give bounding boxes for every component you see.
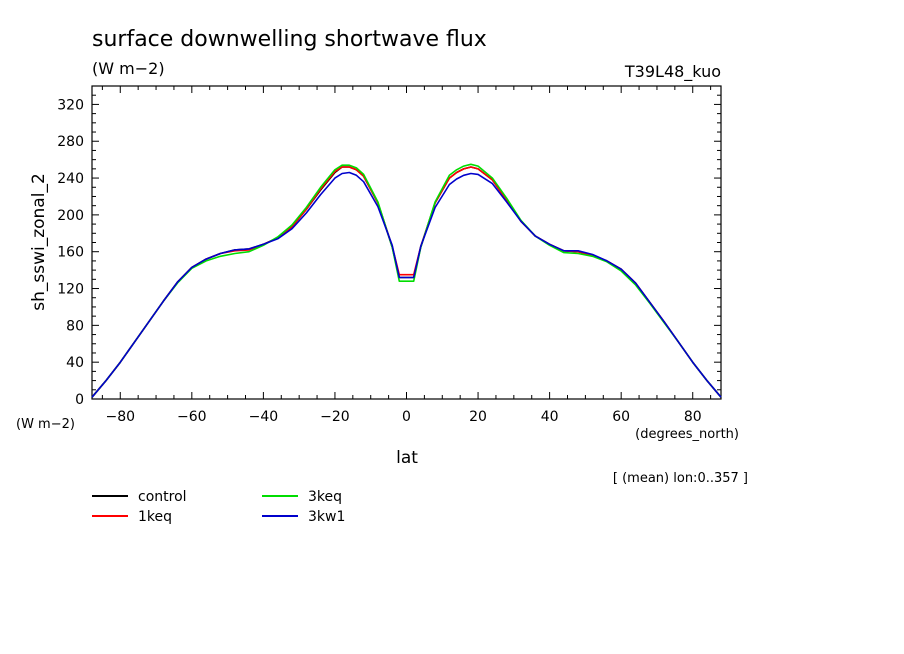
chart-title: surface downwelling shortwave flux [92, 27, 487, 52]
x-tick-label: 60 [612, 409, 630, 425]
run-label: T39L48_kuo [624, 62, 721, 82]
x-tick-label: 80 [684, 409, 702, 425]
legend-label: 3keq [308, 489, 342, 505]
y-tick-label: 200 [57, 208, 84, 224]
legend: control 1keq 3keq 3kw1 [92, 489, 345, 525]
y-tick-label: 320 [57, 97, 84, 113]
x-tick-label: 20 [469, 409, 487, 425]
legend-label: 3kw1 [308, 509, 345, 525]
series-line-control [91, 166, 722, 398]
x-tick-label: 40 [541, 409, 559, 425]
series-line-3keq [91, 163, 722, 398]
plot-frame [91, 85, 722, 400]
x-axis-ticks: −80 −60 −40 −20 0 20 40 60 80 [101, 86, 712, 425]
y-tick-label: 160 [57, 245, 84, 261]
y-tick-label: 0 [75, 392, 84, 408]
legend-label: control [138, 489, 187, 505]
chart-units: (W m−2) [92, 59, 165, 78]
legend-label: 1keq [138, 509, 172, 525]
x-axis-label: lat [396, 448, 418, 468]
series-line-3kw1 [91, 171, 722, 398]
y-axis-label: sh_sswi_zonal_2 [29, 173, 49, 311]
x-tick-label: 0 [402, 409, 411, 425]
y-tick-label: 280 [57, 134, 84, 150]
x-tick-label: −60 [177, 409, 207, 425]
x-tick-label: −40 [249, 409, 279, 425]
y-tick-label: 120 [57, 282, 84, 298]
x-tick-label: −80 [105, 409, 135, 425]
x-axis-units: (degrees_north) [635, 427, 739, 442]
y-axis-ticks: 0 40 80 120 160 200 240 280 320 [57, 85, 721, 408]
plot-area: 0 40 80 120 160 200 240 280 320 −80 −60 −40 −20 0 20 4… [57, 85, 722, 425]
x-tick-label: −20 [320, 409, 350, 425]
y-axis-units: (W m−2) [16, 417, 75, 432]
series-lines [91, 163, 722, 398]
y-tick-label: 240 [57, 171, 84, 187]
y-tick-label: 80 [66, 318, 84, 334]
series-line-1keq [91, 166, 722, 398]
y-tick-label: 40 [66, 355, 84, 371]
footnote: [ (mean) lon:0..357 ] [613, 471, 748, 486]
